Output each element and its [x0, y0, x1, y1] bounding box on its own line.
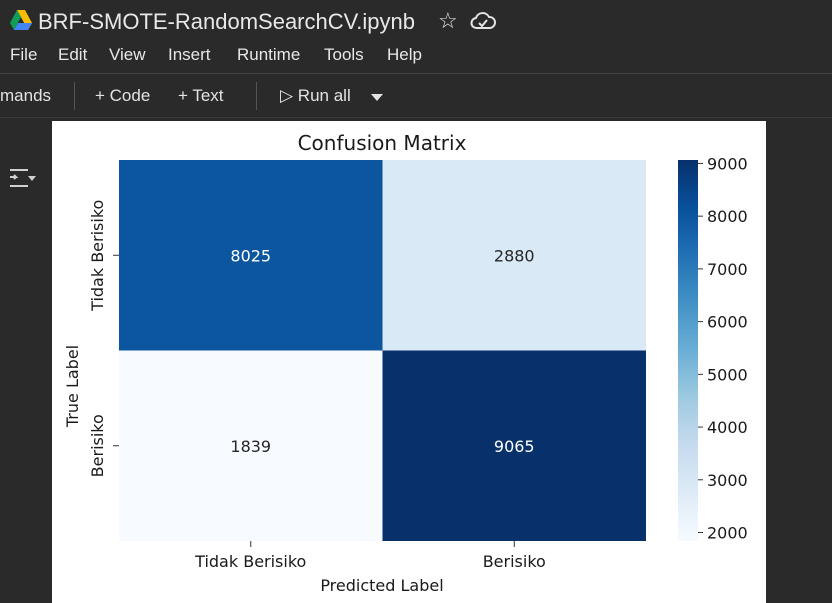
cell-output: Confusion Matrix Predicted Label True La…	[52, 121, 766, 603]
x-tick-label: Berisiko	[483, 552, 546, 571]
colorbar-tick-label: 6000	[707, 313, 748, 332]
menu-insert[interactable]: Insert	[168, 45, 211, 64]
colorbar-tick-label: 3000	[707, 471, 748, 490]
menu-view[interactable]: View	[109, 45, 146, 64]
y-tick-label: Tidak Berisiko	[88, 200, 107, 312]
colorbar-tick-label: 5000	[707, 365, 748, 384]
colorbar-tick-label: 2000	[707, 524, 748, 543]
colorbar-tick-label: 9000	[707, 154, 748, 173]
heatmap-cell	[382, 160, 646, 351]
title-bar: BRF-SMOTE-RandomSearchCV.ipynb ☆	[0, 0, 832, 42]
chart-title: Confusion Matrix	[298, 131, 467, 155]
cell-value-label: 8025	[230, 246, 271, 265]
menu-edit[interactable]: Edit	[58, 45, 88, 64]
caret-down-icon[interactable]	[370, 93, 384, 102]
colorbar	[678, 160, 698, 541]
add-text-button[interactable]: + Text	[178, 86, 224, 105]
y-axis-label: True Label	[63, 345, 82, 428]
heatmap-cell	[119, 160, 383, 351]
menu-help[interactable]: Help	[387, 45, 422, 64]
add-code-button[interactable]: + Code	[95, 86, 151, 105]
notebook-toolbar: mands + Code + Text ▷ Run all	[0, 74, 832, 116]
x-axis-label: Predicted Label	[320, 576, 443, 595]
menu-divider	[0, 73, 832, 74]
menu-tools[interactable]: Tools	[324, 45, 364, 64]
heatmap-cells: 8025 2880 1839 9065	[119, 160, 646, 541]
toolbar-divider-line	[0, 117, 832, 118]
toolbar-divider	[74, 82, 75, 110]
y-tick-label: Berisiko	[88, 414, 107, 477]
output-toggle-icon[interactable]	[8, 166, 36, 192]
x-ticks: Tidak Berisiko Berisiko	[194, 541, 546, 571]
y-ticks: Tidak Berisiko Berisiko	[88, 200, 119, 477]
heatmap-cell	[382, 350, 646, 541]
confusion-matrix-chart: Confusion Matrix Predicted Label True La…	[63, 131, 748, 595]
commands-button[interactable]: mands	[0, 86, 52, 105]
cell-value-label: 1839	[230, 437, 271, 456]
colorbar-tick-label: 8000	[707, 207, 748, 226]
cloud-sync-icon[interactable]	[470, 10, 496, 32]
run-all-button[interactable]: ▷ Run all	[280, 86, 351, 105]
menu-bar: File Edit View Insert Runtime Tools Help	[0, 42, 832, 70]
cell-value-label: 9065	[494, 437, 535, 456]
menu-runtime[interactable]: Runtime	[237, 45, 301, 64]
cell-value-label: 2880	[494, 246, 535, 265]
toolbar-divider	[256, 82, 257, 110]
notebook-title[interactable]: BRF-SMOTE-RandomSearchCV.ipynb	[38, 9, 415, 34]
colorbar-ticks: 9000 8000 7000 6000 5000 4000 3000 2000	[698, 154, 748, 543]
google-drive-icon[interactable]	[10, 10, 32, 30]
x-tick-label: Tidak Berisiko	[194, 552, 306, 571]
star-icon[interactable]: ☆	[438, 8, 458, 33]
colorbar-tick-label: 4000	[707, 418, 748, 437]
menu-file[interactable]: File	[10, 45, 38, 64]
colorbar-tick-label: 7000	[707, 260, 748, 279]
heatmap-cell	[119, 350, 383, 541]
